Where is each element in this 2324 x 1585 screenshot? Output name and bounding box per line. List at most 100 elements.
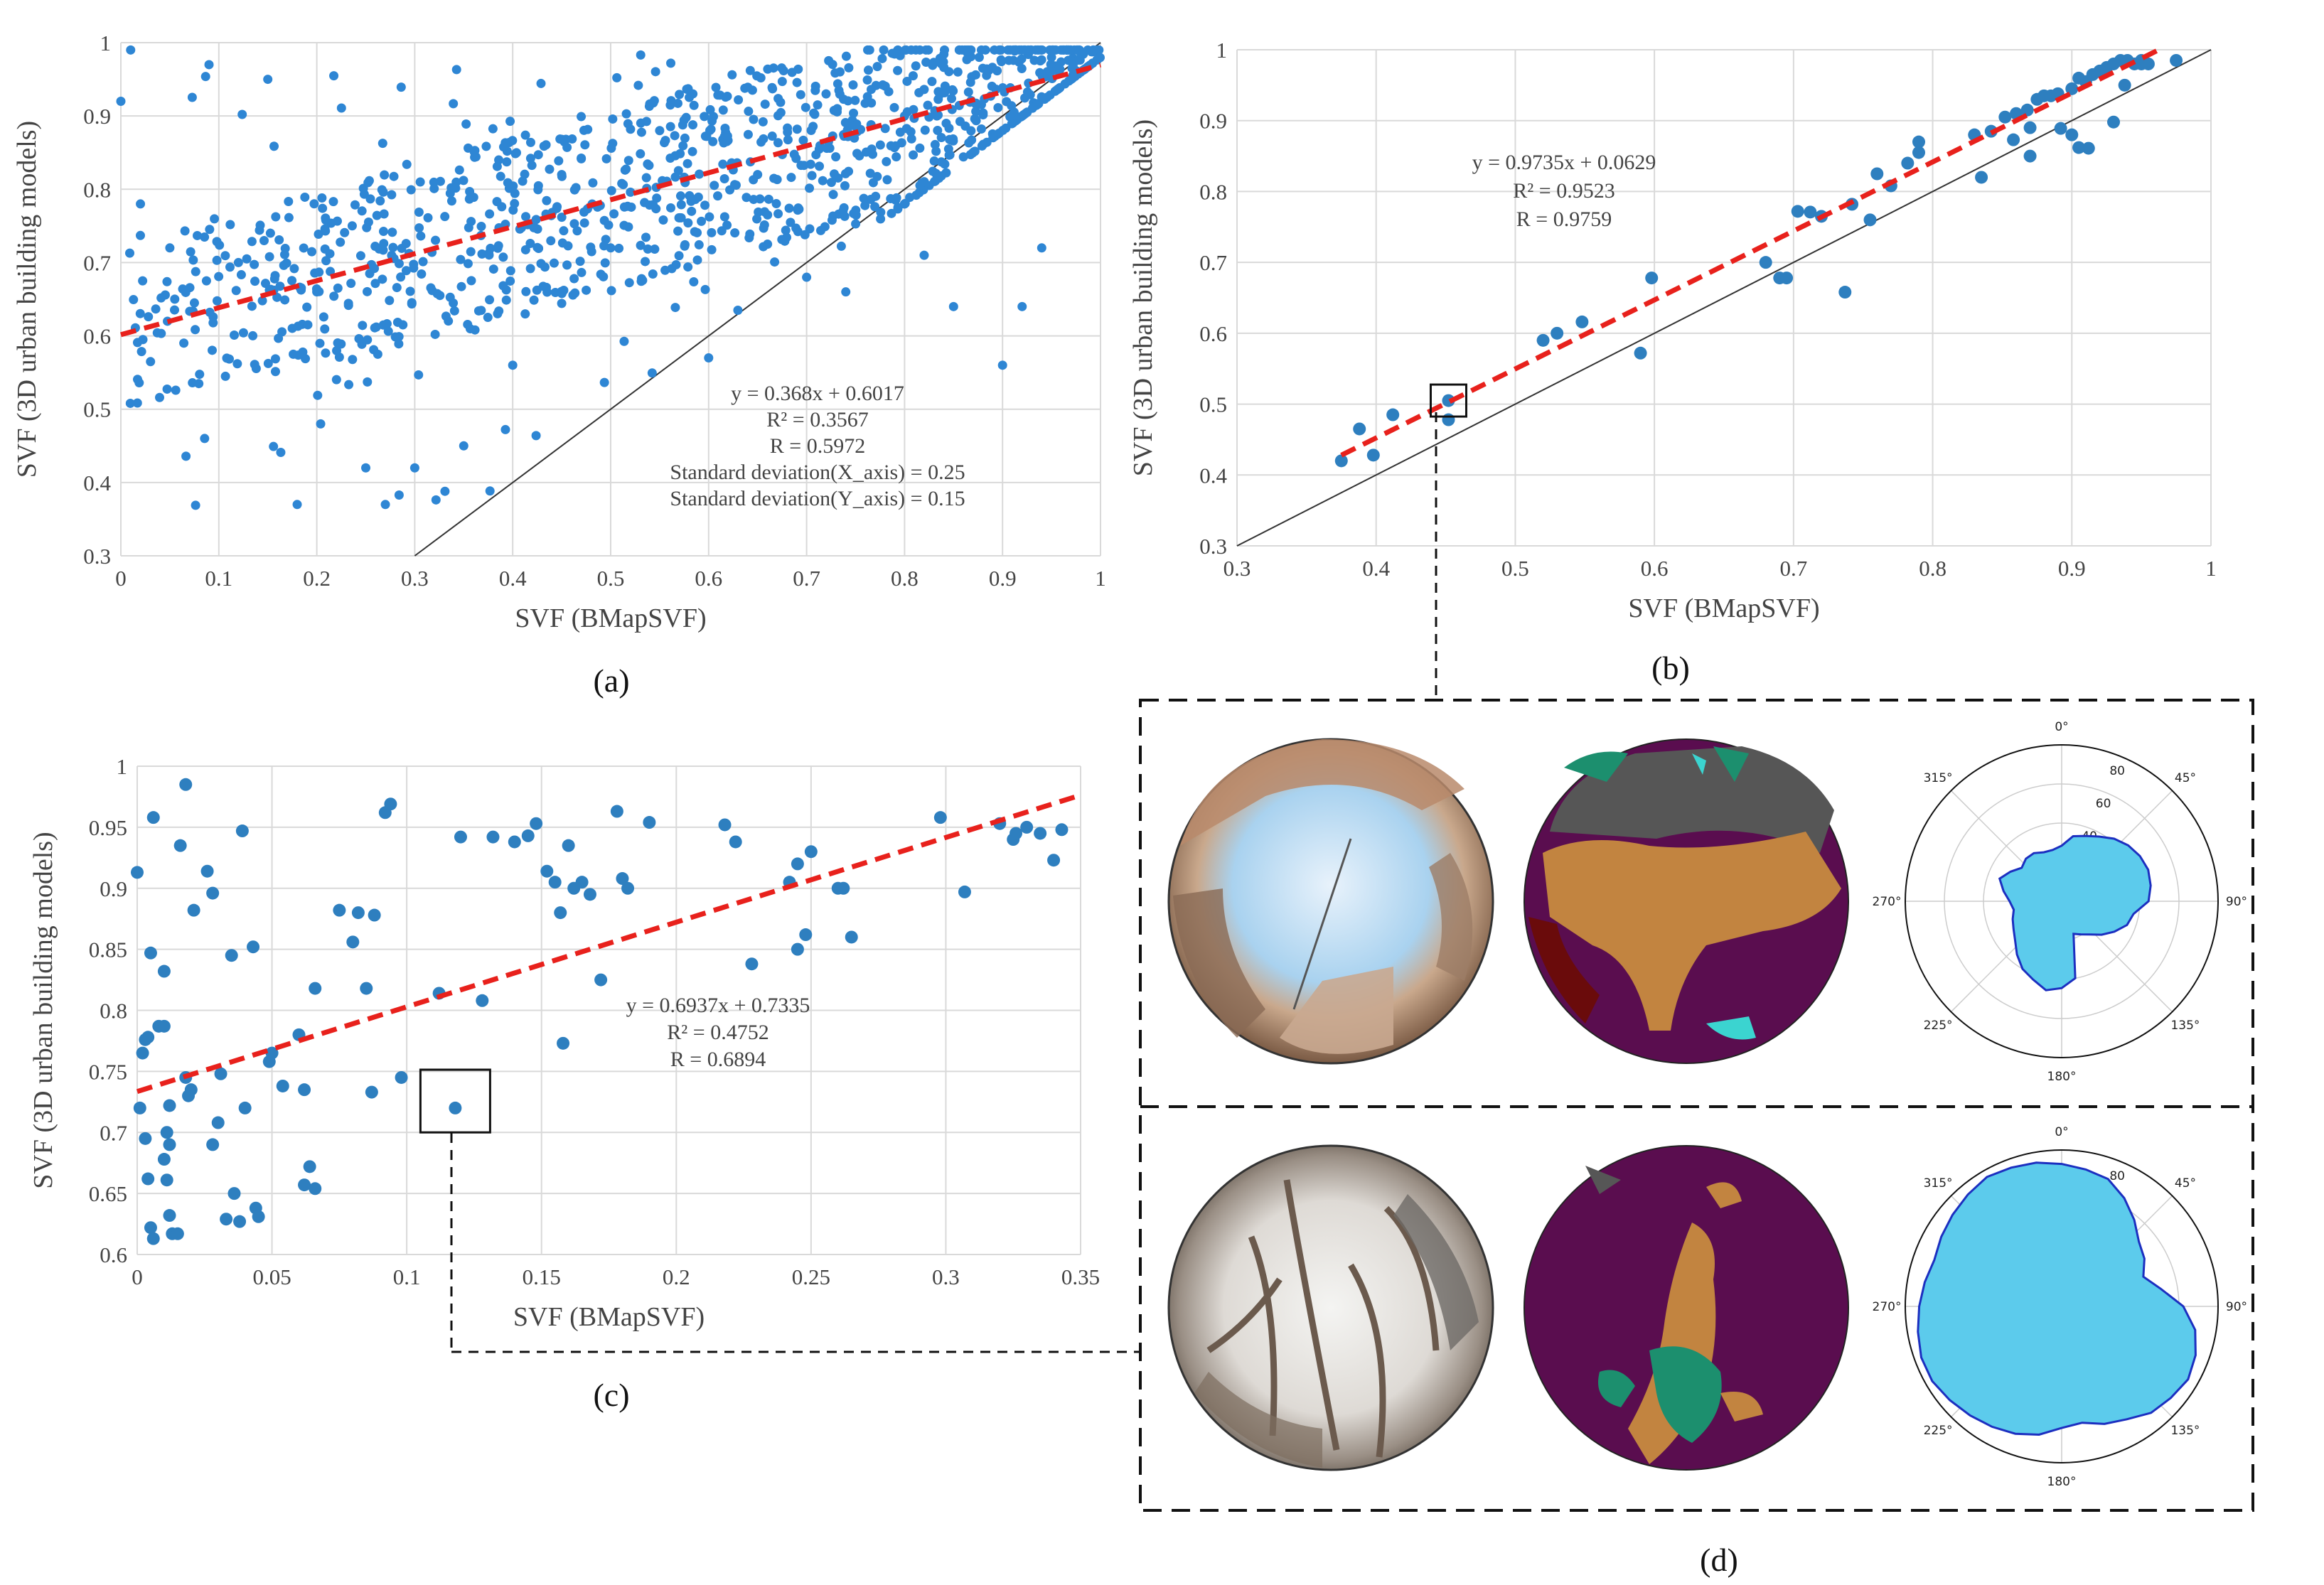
data-point bbox=[510, 198, 520, 208]
data-point bbox=[126, 45, 136, 55]
data-point bbox=[315, 338, 325, 348]
data-point bbox=[844, 166, 854, 176]
data-point bbox=[745, 229, 755, 239]
data-point bbox=[409, 259, 419, 269]
stat-annotation: y = 0.368x + 0.6017 bbox=[731, 382, 904, 405]
data-point bbox=[520, 130, 530, 140]
data-point bbox=[666, 58, 676, 68]
data-point bbox=[859, 193, 869, 203]
data-point bbox=[382, 319, 392, 329]
data-point bbox=[636, 149, 646, 158]
data-point bbox=[700, 284, 710, 294]
data-point bbox=[431, 235, 441, 245]
data-point bbox=[385, 296, 395, 306]
data-point bbox=[476, 222, 486, 232]
data-point bbox=[967, 72, 977, 82]
data-point bbox=[606, 243, 616, 253]
data-point bbox=[406, 185, 416, 195]
data-point bbox=[454, 165, 464, 175]
data-point bbox=[948, 86, 958, 96]
data-point bbox=[997, 83, 1007, 93]
data-point bbox=[862, 75, 872, 85]
data-point bbox=[414, 207, 424, 217]
data-point bbox=[756, 73, 766, 83]
data-point bbox=[608, 114, 618, 124]
data-point bbox=[191, 325, 200, 335]
data-point bbox=[1017, 64, 1027, 74]
data-point bbox=[2082, 141, 2095, 155]
data-point bbox=[947, 94, 957, 104]
data-point bbox=[363, 217, 373, 227]
data-point bbox=[767, 82, 777, 92]
polar-angle-label: 45° bbox=[2175, 771, 2196, 785]
data-point bbox=[971, 107, 981, 117]
data-point bbox=[377, 274, 387, 284]
data-point bbox=[796, 90, 805, 100]
data-point bbox=[293, 321, 303, 331]
data-point bbox=[379, 209, 389, 219]
data-point bbox=[665, 154, 675, 163]
data-point bbox=[1003, 45, 1013, 55]
data-point bbox=[138, 335, 148, 345]
stat-annotation: R = 0.5972 bbox=[770, 434, 865, 458]
data-point bbox=[800, 102, 810, 112]
data-point bbox=[369, 345, 379, 355]
data-point bbox=[165, 243, 175, 253]
data-point bbox=[752, 214, 762, 224]
data-point bbox=[235, 824, 249, 838]
data-point bbox=[212, 296, 222, 306]
data-point bbox=[879, 45, 889, 55]
data-point bbox=[734, 95, 744, 105]
data-point bbox=[633, 80, 643, 90]
x-tick-label: 0.5 bbox=[597, 566, 625, 591]
y-tick-label: 0.8 bbox=[83, 177, 111, 202]
data-point bbox=[636, 240, 646, 250]
data-point bbox=[401, 239, 411, 249]
data-point bbox=[395, 1070, 408, 1084]
data-point bbox=[505, 117, 515, 127]
data-point bbox=[180, 226, 190, 236]
x-tick-label: 0.6 bbox=[695, 566, 722, 591]
data-point bbox=[361, 463, 370, 473]
data-point bbox=[958, 885, 971, 898]
data-point bbox=[116, 97, 126, 107]
data-point bbox=[944, 123, 954, 133]
x-tick-label: 0 bbox=[115, 566, 127, 591]
data-point bbox=[1901, 156, 1915, 170]
data-point bbox=[722, 220, 732, 230]
data-point bbox=[2020, 103, 2034, 117]
data-point bbox=[557, 213, 567, 222]
data-point bbox=[134, 378, 144, 388]
data-point bbox=[398, 320, 408, 330]
data-point bbox=[557, 289, 567, 299]
data-point bbox=[770, 257, 780, 267]
data-point bbox=[673, 166, 683, 176]
data-point bbox=[354, 333, 364, 343]
data-point bbox=[955, 117, 965, 127]
data-point bbox=[1074, 45, 1084, 55]
data-point bbox=[417, 269, 427, 279]
data-point bbox=[162, 384, 172, 394]
data-point bbox=[316, 419, 326, 429]
data-point bbox=[298, 1083, 311, 1097]
data-point bbox=[546, 236, 556, 246]
y-axis-label: SVF (3D urban building models) bbox=[28, 832, 58, 1188]
x-axis-label: SVF (BMapSVF) bbox=[1628, 593, 1819, 623]
data-point bbox=[263, 75, 273, 85]
data-point bbox=[508, 835, 521, 849]
data-point bbox=[763, 64, 773, 74]
y-tick-label: 0.3 bbox=[1199, 534, 1227, 559]
data-point bbox=[250, 276, 260, 286]
data-point bbox=[805, 183, 815, 193]
data-point bbox=[520, 245, 530, 254]
data-point bbox=[799, 161, 809, 171]
data-point bbox=[333, 338, 343, 348]
data-point bbox=[191, 500, 200, 510]
data-point bbox=[505, 266, 515, 276]
data-point bbox=[740, 83, 750, 93]
data-point bbox=[953, 67, 963, 77]
highlight-box bbox=[1429, 383, 1467, 418]
data-point bbox=[1037, 92, 1046, 102]
data-point bbox=[336, 237, 346, 247]
data-point bbox=[871, 191, 881, 201]
